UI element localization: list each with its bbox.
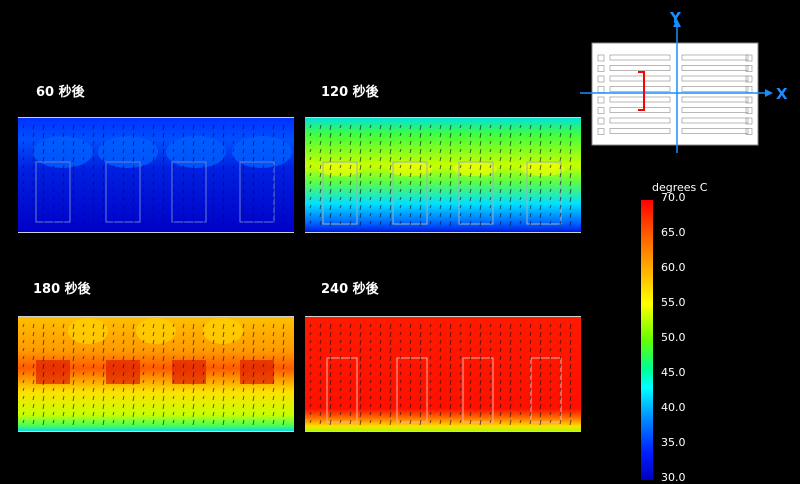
colorbar-tick: 50.0	[661, 331, 686, 344]
simulation-panel-60s	[18, 117, 294, 233]
colorbar-tick: 55.0	[661, 296, 686, 309]
colorbar-tick: 60.0	[661, 261, 686, 274]
temperature-field-60s	[18, 117, 294, 233]
cell-rows	[597, 54, 753, 135]
y-axis-arrow-icon	[673, 19, 681, 27]
location-diagram: Y X	[580, 5, 790, 155]
colorbar-tick: 40.0	[661, 401, 686, 414]
module-outline	[591, 42, 759, 146]
x-axis-arrow-icon	[765, 89, 773, 97]
temperature-field-180s	[18, 316, 294, 432]
y-axis-label: Y	[669, 9, 682, 27]
x-axis-label: X	[776, 85, 788, 103]
section-marker	[638, 71, 645, 111]
panel-label-240s: 240 秒後	[321, 282, 379, 297]
temperature-field-240s	[305, 316, 581, 432]
colorbar-tick: 45.0	[661, 366, 686, 379]
simulation-panel-120s	[305, 117, 581, 233]
simulation-panel-240s	[305, 316, 581, 432]
temperature-field-120s	[305, 117, 581, 233]
simulation-panel-180s	[18, 316, 294, 432]
colorbar-tick: 35.0	[661, 436, 686, 449]
panel-label-60s: 60 秒後	[36, 85, 85, 100]
colorbar-tick: 65.0	[661, 226, 686, 239]
colorbar-title: degrees C	[652, 181, 708, 194]
colorbar-tick: 70.0	[661, 191, 686, 204]
panel-label-180s: 180 秒後	[33, 282, 91, 297]
colorbar	[641, 200, 653, 480]
panel-label-120s: 120 秒後	[321, 85, 379, 100]
colorbar-tick: 30.0	[661, 471, 686, 484]
